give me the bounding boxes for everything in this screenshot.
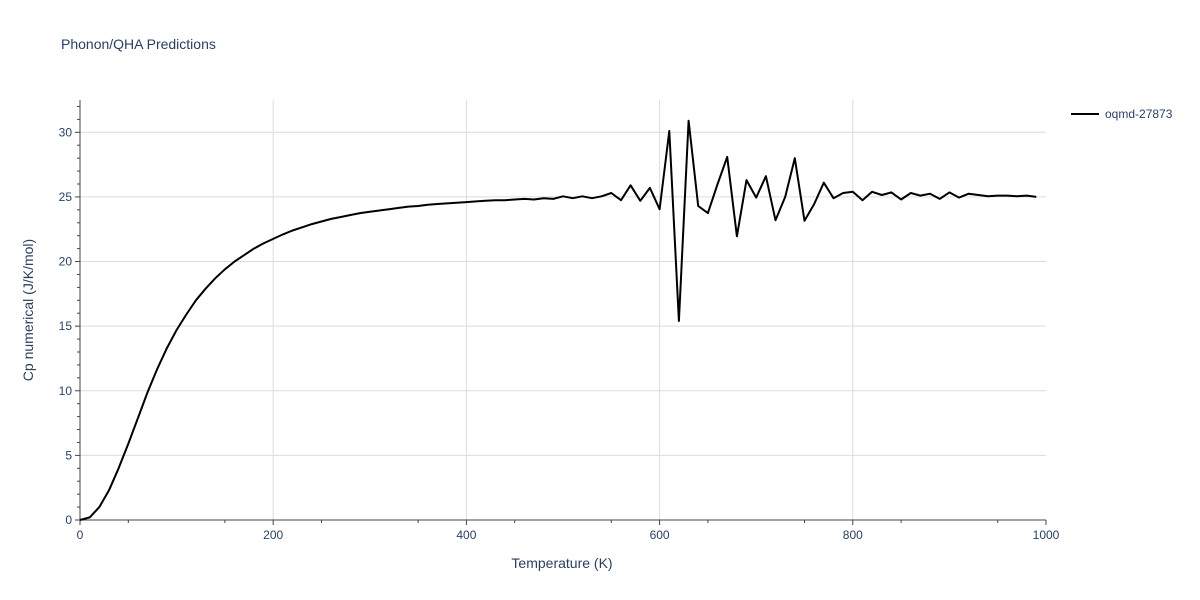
y-tick-label: 20 — [59, 255, 73, 269]
chart-title: Phonon/QHA Predictions — [61, 36, 216, 52]
y-tick-label: 25 — [59, 190, 73, 204]
grid-lines — [80, 100, 1046, 520]
x-tick-label: 800 — [843, 528, 863, 542]
series-lines — [79, 119, 1037, 521]
x-tick-label: 1000 — [1033, 528, 1060, 542]
x-axis-title: Temperature (K) — [511, 555, 612, 571]
y-tick-label: 0 — [65, 513, 72, 527]
x-tick-label: 0 — [77, 528, 84, 542]
x-tick-label: 600 — [650, 528, 670, 542]
x-tick-label: 400 — [456, 528, 476, 542]
legend[interactable]: oqmd-27873 — [1071, 107, 1173, 121]
legend-label-series-1[interactable]: oqmd-27873 — [1105, 107, 1173, 121]
y-tick-label: 30 — [59, 125, 73, 139]
tick-labels: 0 200 400 600 800 1000 0 5 10 15 20 25 30 — [59, 125, 1060, 542]
y-tick-label: 10 — [59, 384, 73, 398]
y-axis-title: Cp numerical (J/K/mol) — [20, 239, 36, 381]
x-tick-label: 200 — [263, 528, 283, 542]
y-tick-label: 5 — [65, 448, 72, 462]
series-line-1 — [79, 119, 1037, 521]
y-tick-label: 15 — [59, 319, 73, 333]
axes — [75, 100, 1047, 525]
